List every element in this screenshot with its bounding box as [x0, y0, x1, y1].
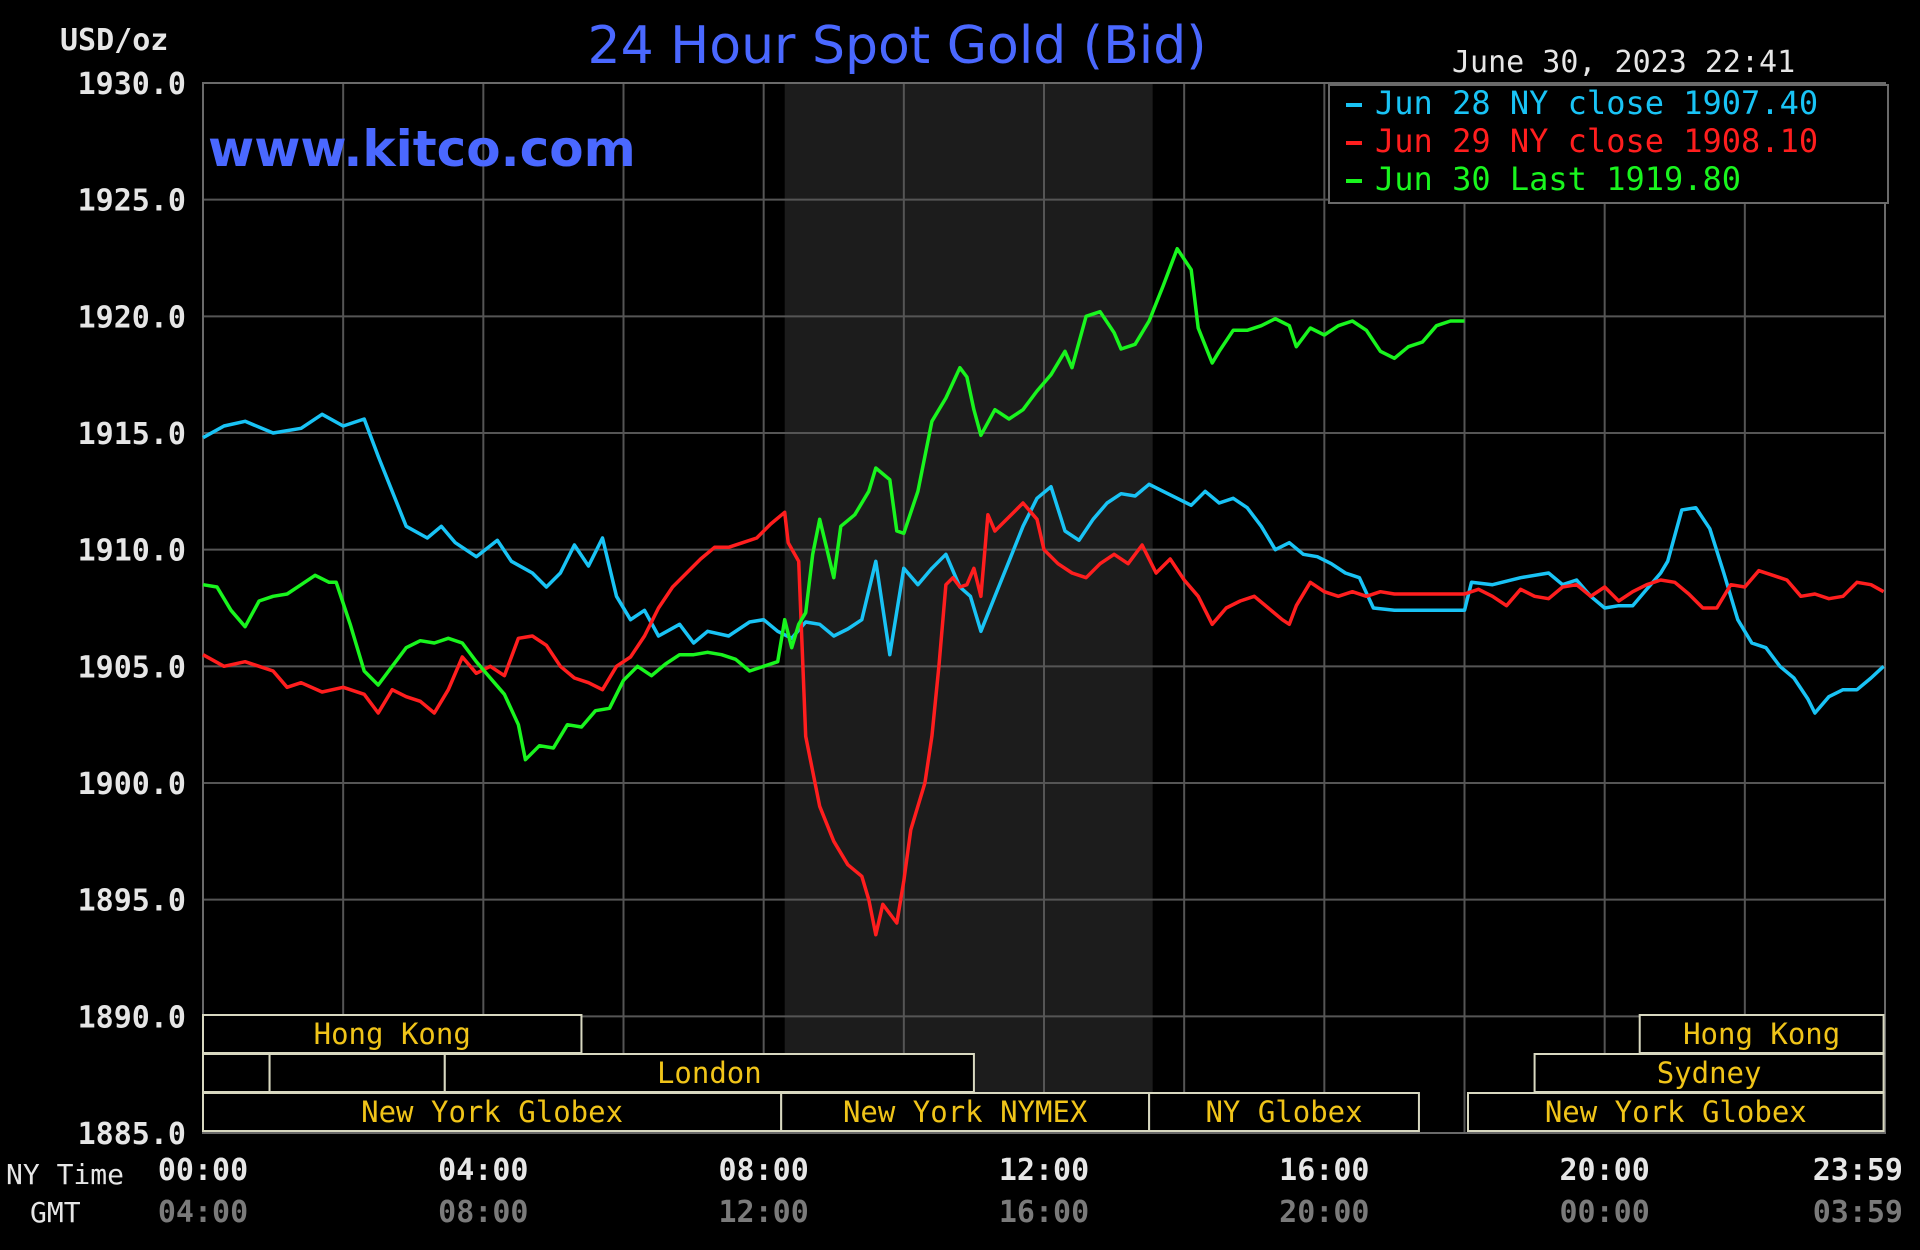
x-tick-label-gmt: 04:00: [158, 1195, 248, 1230]
y-tick-label: 1910.0: [78, 534, 186, 569]
session-label: Sydney: [1657, 1056, 1762, 1090]
legend-box: [1328, 84, 1889, 204]
y-tick-label: 1890.0: [78, 1000, 186, 1035]
legend-entry: Jun 30 Last 1919.80: [1375, 160, 1741, 198]
x-tick-label-ny: 16:00: [1279, 1153, 1369, 1188]
x-tick-label-ny: 12:00: [999, 1153, 1089, 1188]
x-tick-label-ny: 04:00: [438, 1153, 528, 1188]
y-tick-label: 1895.0: [78, 884, 186, 919]
session-label: New York Globex: [1545, 1095, 1807, 1129]
market-sessions: Hong Kong London New York Globex New York N…: [202, 1014, 1885, 1132]
x-tick-label-gmt: 12:00: [719, 1195, 809, 1230]
session-box: [202, 1092, 783, 1132]
y-tick-label: 1915.0: [78, 417, 186, 452]
session-label: New York Globex: [361, 1095, 623, 1129]
y-tick-label: 1885.0: [78, 1117, 186, 1152]
session-box: [443, 1053, 975, 1093]
session-box: [1467, 1092, 1885, 1132]
session-label: NY Globex: [1205, 1095, 1362, 1129]
x-tick-label-ny: 00:00: [158, 1153, 248, 1188]
series-line-1: [202, 412, 1885, 715]
x-tick-label-gmt: 03:59: [1813, 1195, 1903, 1230]
series-line-3: [202, 246, 1465, 762]
chart-title: 24 Hour Spot Gold (Bid): [587, 16, 1206, 76]
y-tick-label: 1925.0: [78, 184, 186, 219]
session-box: [1533, 1053, 1885, 1093]
x-tick-label-gmt: 00:00: [1560, 1195, 1650, 1230]
plot-frame: [202, 82, 1886, 1134]
timestamp: June 30, 2023 22:41: [1452, 45, 1795, 80]
y-axis-tick-labels: 1930.0 1925.0 1920.0 1915.0 1910.0 1905.0 1900…: [78, 67, 186, 1152]
session-box: [202, 1014, 583, 1054]
session-box: [1148, 1092, 1420, 1132]
x-row-label-ny: NY Time: [6, 1158, 124, 1191]
legend-entry: Jun 28 NY close 1907.40: [1375, 84, 1818, 122]
x-tick-label-gmt: 16:00: [999, 1195, 1089, 1230]
legend-entry: Jun 29 NY close 1908.10: [1375, 122, 1818, 160]
watermark-url: www.kitco.com: [208, 120, 636, 178]
x-tick-label-ny: 23:59: [1813, 1153, 1903, 1188]
session-label: Hong Kong: [314, 1017, 471, 1051]
nymex-session-highlight: [784, 83, 1153, 1133]
x-tick-label-gmt: 20:00: [1279, 1195, 1369, 1230]
y-tick-label: 1930.0: [78, 67, 186, 102]
y-tick-label: 1900.0: [78, 767, 186, 802]
session-label: New York NYMEX: [843, 1095, 1088, 1129]
session-label: London: [657, 1056, 762, 1090]
x-tick-label-ny: 20:00: [1560, 1153, 1650, 1188]
session-box: [1638, 1014, 1885, 1054]
price-series: [202, 246, 1885, 937]
x-tick-label-ny: 08:00: [719, 1153, 809, 1188]
session-box: [268, 1053, 446, 1093]
session-label: Hong Kong: [1683, 1017, 1840, 1051]
series-line-2: [202, 501, 1885, 937]
session-box: [202, 1053, 271, 1093]
unit-label: USD/oz: [60, 23, 168, 58]
y-tick-label: 1905.0: [78, 650, 186, 685]
y-tick-label: 1920.0: [78, 300, 186, 335]
x-axis-tick-labels: 00:00 04:00 04:00 08:00 08:00 12:00 12:00 16:00…: [158, 1153, 1903, 1230]
x-row-label-gmt: GMT: [30, 1196, 81, 1229]
x-tick-label-gmt: 08:00: [438, 1195, 528, 1230]
